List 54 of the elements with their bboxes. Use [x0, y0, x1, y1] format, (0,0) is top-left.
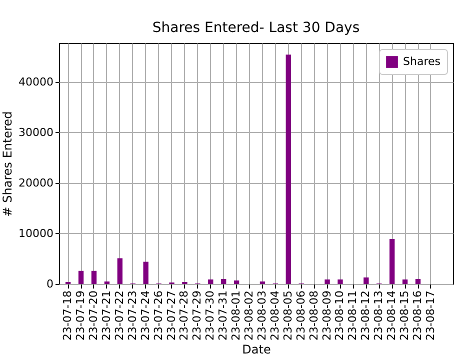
x-tick-label: 23-07-20	[86, 290, 100, 340]
x-tick-label: 23-08-13	[372, 290, 386, 340]
bar	[221, 278, 226, 284]
x-tick-label: 23-07-21	[100, 290, 113, 340]
y-tick-label: 10000	[18, 226, 54, 240]
x-tick-label: 23-07-23	[126, 290, 139, 340]
x-tick-label: 23-08-12	[359, 290, 372, 340]
bar	[389, 239, 395, 284]
x-tick-label: 23-08-05	[281, 290, 294, 340]
bar	[117, 258, 123, 284]
bar	[260, 281, 266, 284]
x-tick-label: 23-08-15	[398, 290, 412, 340]
legend-label: Shares	[403, 55, 441, 68]
x-tick-label: 23-08-02	[242, 290, 256, 340]
y-axis-title: # Shares Entered	[0, 111, 15, 217]
x-tick-label: 23-08-08	[307, 290, 320, 340]
x-tick-label: 23-07-19	[74, 290, 88, 340]
x-tick-label: 23-07-27	[164, 290, 178, 340]
x-tick-label: 23-08-17	[424, 290, 437, 340]
bar	[324, 279, 330, 284]
x-tick-label: 23-07-31	[216, 290, 230, 340]
bar	[91, 270, 97, 284]
bar	[208, 279, 214, 284]
x-tick-label: 23-08-03	[255, 290, 268, 340]
chart-title: Shares Entered- Last 30 Days	[152, 20, 360, 36]
x-tick-label: 23-08-01	[230, 290, 243, 340]
bar	[78, 270, 84, 284]
bar	[364, 277, 369, 284]
x-tick-label: 23-07-18	[61, 290, 74, 340]
x-tick-label: 23-07-28	[178, 290, 191, 340]
bar	[402, 279, 408, 284]
x-tick-label: 23-08-09	[320, 290, 334, 340]
y-tick-label: 20000	[18, 176, 54, 190]
x-tick-label: 23-08-16	[411, 290, 424, 340]
x-axis-title: Date	[242, 342, 271, 355]
x-tick-label: 23-07-26	[152, 290, 165, 340]
bar	[415, 278, 421, 284]
x-tick-label: 23-08-06	[294, 290, 308, 340]
x-tick-label: 23-07-29	[190, 290, 204, 340]
x-tick-label: 23-08-10	[333, 290, 346, 340]
bar	[234, 280, 240, 284]
x-tick-label: 23-08-14	[385, 290, 398, 340]
x-tick-label: 23-07-22	[112, 290, 126, 340]
y-tick-label: 30000	[18, 126, 54, 139]
y-tick-label: 40000	[18, 75, 54, 88]
bar	[143, 262, 148, 284]
x-tick-label: 23-07-30	[204, 290, 217, 340]
y-tick-label: 0	[46, 278, 54, 290]
bar	[104, 281, 110, 284]
x-tick-label: 23-08-11	[346, 290, 360, 340]
x-tick-label: 23-08-04	[268, 290, 282, 340]
bar	[338, 279, 343, 284]
x-tick-label: 23-07-24	[138, 290, 152, 340]
bar	[286, 54, 291, 284]
